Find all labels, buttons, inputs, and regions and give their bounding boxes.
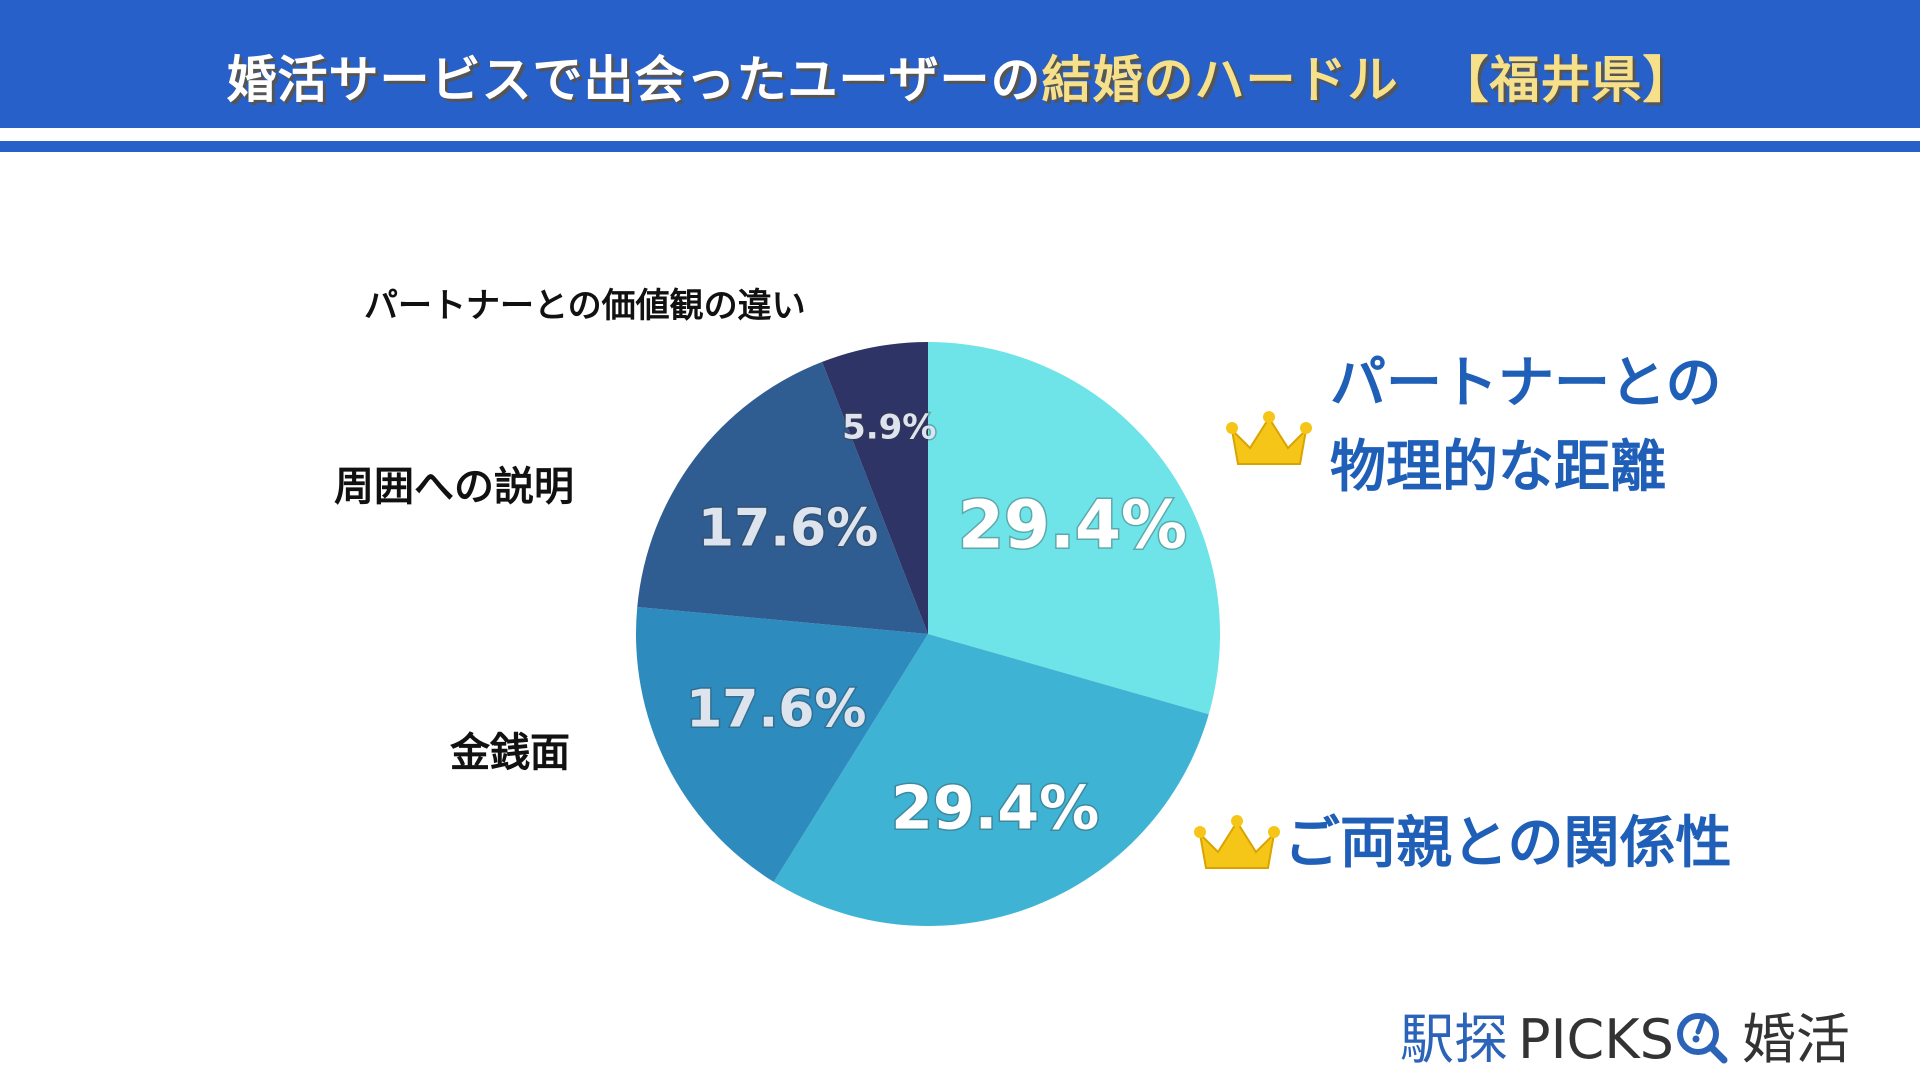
crown-icon	[1226, 411, 1312, 465]
pie-slice	[822, 342, 928, 634]
slice-value-label: 5.9%	[842, 407, 936, 447]
winner-line: パートナーとの	[1330, 351, 1722, 416]
logo-text: 婚活	[1741, 1008, 1850, 1071]
magnifier-icon	[1676, 1013, 1728, 1064]
title-text: 婚活サービスで出会ったユーザーの	[226, 51, 1042, 109]
pie-slice	[773, 634, 1209, 927]
winner-line: 物理的な距離	[1330, 435, 1666, 500]
slice-value-label: 29.4%	[891, 773, 1099, 843]
header-stripe	[0, 141, 1920, 152]
pie-slice	[637, 361, 928, 634]
winner-label-2: ご両親との関係性	[1284, 811, 1732, 876]
title-region: 【福井県】	[1438, 51, 1694, 109]
page-title: 婚活サービスで出会ったユーザーの結婚のハードル 【福井県】	[0, 40, 1920, 112]
logo-text: 駅探	[1400, 1008, 1508, 1071]
slice-label: 金銭面	[450, 730, 570, 776]
crown-icon	[1194, 815, 1280, 869]
logo-text: PICKS	[1518, 1008, 1674, 1071]
slice-value-label: 29.4%	[958, 486, 1187, 563]
header-bar	[0, 0, 1920, 128]
slice-label: パートナーとの価値観の違い	[364, 286, 806, 326]
winner-label-1: パートナーとの 物理的な距離	[1330, 342, 1721, 510]
slice-value-label: 17.6%	[698, 498, 878, 558]
pie-slice	[636, 606, 928, 882]
slice-value-label: 17.6%	[686, 679, 866, 739]
brand-logo: 駅探 PICKS 婚活	[1400, 995, 1850, 1074]
header-stripe	[0, 130, 1920, 140]
pie-slice	[928, 342, 1220, 715]
slice-label: 周囲への説明	[334, 464, 574, 510]
title-highlight: 結婚のハードル	[1041, 51, 1399, 109]
